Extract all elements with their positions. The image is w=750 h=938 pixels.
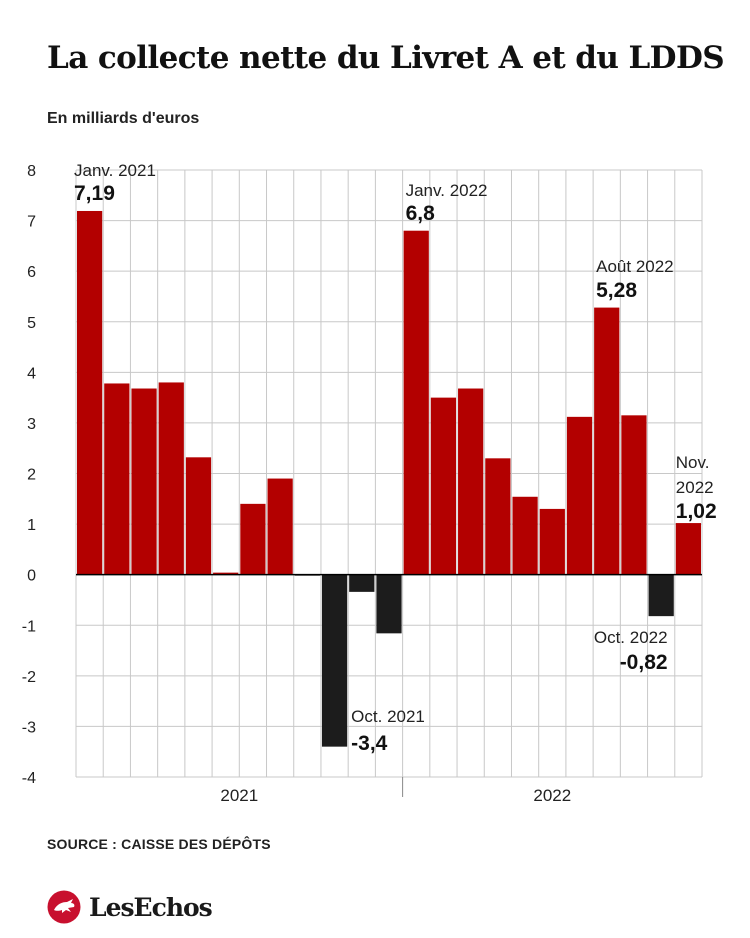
annotation-label: Nov. <box>676 453 710 472</box>
bar <box>648 574 674 617</box>
y-tick-label: -1 <box>22 618 36 635</box>
bar <box>430 397 457 575</box>
bar <box>539 508 565 575</box>
bar <box>213 572 239 575</box>
y-tick-label: 6 <box>27 264 36 281</box>
bar <box>321 574 348 747</box>
bar <box>349 574 375 592</box>
bar <box>185 457 212 575</box>
annotation-value: -3,4 <box>351 732 388 755</box>
annotation-label: Janv. 2021 <box>74 161 156 180</box>
source-note: SOURCE : CAISSE DES DÉPÔTS <box>47 836 271 852</box>
annotation-value: 5,28 <box>596 279 637 302</box>
y-tick-label: 7 <box>27 214 36 231</box>
bar-chart: 8 7 6 5 4 3 2 1 0 -1 -2 -3 -4 2021 2022 Janv. 2021 7,19 O… <box>22 161 717 805</box>
y-tick-label: 8 <box>27 163 36 180</box>
annotation-label: Oct. 2022 <box>594 628 668 647</box>
bar <box>512 496 538 575</box>
les-echos-wordmark: LesEchos <box>89 892 213 922</box>
les-echos-logo-icon <box>47 890 81 924</box>
annotation-value: -0,82 <box>620 651 668 674</box>
y-tick-label: -2 <box>22 669 36 686</box>
y-tick-label: 5 <box>27 315 36 332</box>
y-tick-label: 2 <box>27 467 36 484</box>
chart-subtitle: En milliards d'euros <box>47 110 200 127</box>
annotation-label: 2022 <box>676 478 714 497</box>
annotation-value: 1,02 <box>676 500 717 523</box>
bar <box>104 383 130 575</box>
annotation-label: Oct. 2021 <box>351 707 425 726</box>
annotation-value: 7,19 <box>74 182 115 205</box>
bar <box>675 523 701 575</box>
bar <box>267 478 293 575</box>
y-tick-label: 1 <box>27 517 36 534</box>
y-tick-label: 0 <box>27 568 36 585</box>
y-tick-label: -4 <box>22 770 36 787</box>
x-year-label: 2022 <box>533 786 571 805</box>
bar <box>566 416 593 575</box>
annotation-label: Août 2022 <box>596 257 674 276</box>
bar <box>594 307 620 575</box>
y-tick-label: 4 <box>27 365 36 382</box>
bar <box>131 388 157 575</box>
chart-title: La collecte nette du Livret A et du LDDS <box>47 40 725 76</box>
bar <box>376 574 402 634</box>
x-year-label: 2021 <box>220 786 258 805</box>
bar <box>485 458 511 575</box>
les-echos-logo: LesEchos <box>47 890 213 924</box>
annotation-value: 6,8 <box>406 202 436 225</box>
bar <box>158 382 184 575</box>
bar <box>403 230 429 575</box>
bar <box>621 415 647 575</box>
annotation-label: Janv. 2022 <box>406 181 488 200</box>
bar <box>77 210 103 575</box>
bar <box>240 503 266 575</box>
y-tick-label: -3 <box>22 719 36 736</box>
bar <box>458 388 484 575</box>
y-tick-label: 3 <box>27 416 36 433</box>
